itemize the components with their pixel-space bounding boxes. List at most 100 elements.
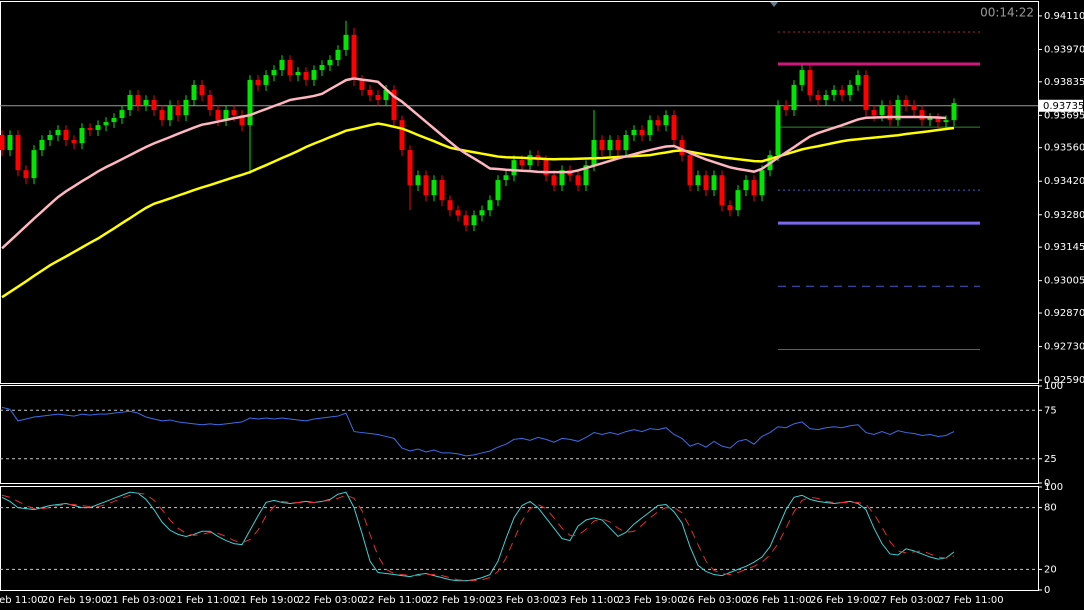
x-tick-label: 27 Feb 11:00	[938, 595, 1004, 606]
candle-body	[343, 34, 349, 50]
x-tick-label: 23 Feb 11:00	[554, 595, 620, 606]
y-tick-label: 0.93280	[1044, 210, 1084, 221]
candle-body	[639, 129, 645, 135]
candle-body	[335, 49, 341, 60]
y-tick-label: 0.93420	[1044, 176, 1084, 187]
candle-body	[727, 205, 733, 211]
candle-body	[255, 79, 261, 85]
x-tick-label: 27 Feb 03:00	[874, 595, 940, 606]
candle-body	[759, 170, 765, 196]
candle-body	[423, 175, 429, 196]
y-tick-label: 100	[1044, 482, 1063, 493]
candle-body	[775, 105, 781, 156]
candle-body	[479, 210, 485, 216]
candle-body	[319, 65, 325, 71]
candle-body	[175, 105, 181, 116]
candle-body	[615, 140, 621, 151]
candle-body	[823, 94, 829, 101]
x-tick-label: 26 Feb 03:00	[682, 595, 748, 606]
y-tick-label: 0.92590	[1044, 375, 1084, 386]
candle-body	[359, 79, 365, 90]
candle-body	[511, 160, 517, 176]
candle-body	[295, 71, 301, 76]
candle-body	[903, 100, 909, 106]
candle-body	[887, 105, 893, 121]
candle-body	[23, 170, 29, 179]
candle-body	[487, 200, 493, 211]
candle-body	[583, 165, 589, 186]
candle-body	[871, 110, 877, 116]
candle-body	[39, 140, 45, 151]
candle-body	[783, 105, 789, 111]
rsi-plot	[0, 406, 1038, 460]
candle-body	[95, 125, 101, 130]
candle-body	[695, 175, 701, 186]
candle-body	[159, 110, 165, 121]
x-tick-label: 20 Feb 11:00	[0, 595, 44, 606]
candle-body	[223, 110, 229, 121]
candle-body	[519, 160, 525, 166]
x-tick-label: 20 Feb 19:00	[42, 595, 108, 606]
candle-body	[703, 175, 709, 191]
candle-body	[271, 70, 277, 76]
candle-body	[287, 59, 293, 76]
candle-body	[231, 110, 237, 116]
main-plot	[0, 20, 1038, 350]
candle-body	[855, 75, 861, 85]
candle-body	[47, 134, 53, 141]
candle-body	[383, 89, 389, 101]
candle-body	[439, 180, 445, 201]
candle-body	[135, 94, 141, 106]
candle-body	[575, 175, 581, 186]
candle-body	[591, 140, 597, 166]
x-tick-label: 23 Feb 19:00	[618, 595, 684, 606]
candle-body	[79, 128, 85, 144]
candle-body	[447, 200, 453, 211]
candle-body	[687, 155, 693, 186]
candle-body	[167, 105, 173, 121]
candle-body	[239, 115, 245, 126]
candle-body	[119, 110, 125, 118]
candle-body	[55, 129, 61, 135]
candle-body	[503, 175, 509, 181]
candle-body	[815, 94, 821, 101]
candle-body	[415, 175, 421, 186]
candle-body	[631, 129, 637, 135]
candle-body	[127, 94, 133, 111]
candle-body	[15, 134, 21, 171]
candle-body	[279, 59, 285, 71]
y-tick-label: 25	[1044, 454, 1057, 465]
candle-body	[351, 34, 357, 80]
candle-body	[911, 105, 917, 111]
candle-body	[743, 180, 749, 191]
candle-body	[623, 134, 629, 151]
x-tick-label: 26 Feb 11:00	[746, 595, 812, 606]
y-tick-label: 0.93970	[1044, 44, 1084, 55]
x-tick-label: 21 Feb 03:00	[106, 595, 172, 606]
candle-body	[399, 120, 405, 151]
candle-body	[935, 117, 941, 123]
candle-body	[663, 115, 669, 126]
x-tick-label: 26 Feb 19:00	[810, 595, 876, 606]
candle-body	[311, 70, 317, 80]
x-tick-label: 22 Feb 11:00	[362, 595, 428, 606]
candle-body	[735, 190, 741, 211]
candle-body	[303, 71, 309, 80]
y-tick-label: 0.93835	[1044, 77, 1084, 88]
rsi-panel-frame	[0, 385, 1039, 484]
candle-body	[327, 59, 333, 66]
candle-body	[839, 89, 845, 95]
shift-marker	[770, 2, 778, 7]
candle-body	[103, 122, 109, 126]
y-tick-label: 0.93695	[1044, 110, 1084, 121]
current-price-label: 0.93735	[1043, 101, 1084, 112]
y-tick-label: 0.93560	[1044, 143, 1084, 154]
candle-body	[463, 215, 469, 226]
y-tick-label: 75	[1044, 405, 1057, 416]
candle-body	[7, 134, 13, 151]
y-tick-label: 0.93145	[1044, 242, 1084, 253]
y-tick-label: 0.92730	[1044, 342, 1084, 353]
moving-average	[1, 77, 947, 250]
